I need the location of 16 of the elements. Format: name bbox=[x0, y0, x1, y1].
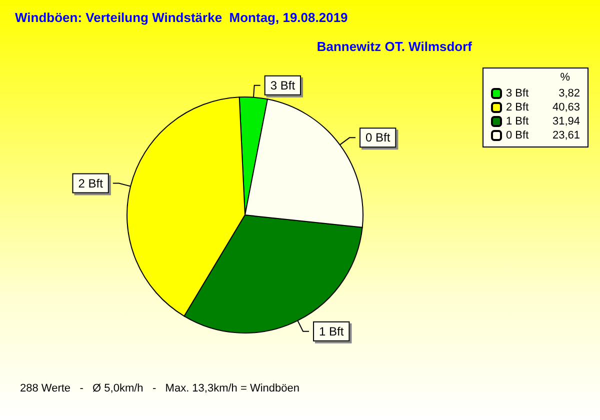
chart-subtitle: Bannewitz OT. Wilmsdorf bbox=[316, 39, 473, 54]
data-label: 3,82 bbox=[558, 88, 580, 100]
slice-label: 2 Bft bbox=[78, 176, 104, 190]
legend-label: 2 Bft bbox=[506, 102, 529, 114]
legend-label: 3 Bft bbox=[506, 88, 529, 100]
data-label: 40,63 bbox=[552, 102, 580, 114]
legend-label: 1 Bft bbox=[506, 116, 529, 128]
slice-label: 3 Bft bbox=[270, 78, 296, 92]
data-label: 31,94 bbox=[552, 116, 580, 128]
chart-title: Windböen: Verteilung Windstärke Montag, 19.08.2019 bbox=[15, 10, 348, 25]
legend-label: 0 Bft bbox=[506, 130, 529, 142]
legend-title: % bbox=[560, 72, 570, 84]
slice-label: 0 Bft bbox=[366, 130, 391, 145]
slice-label: 1 Bft bbox=[319, 324, 344, 338]
data-label: 23,61 bbox=[552, 130, 580, 142]
text: 288 Werte - Ø 5,0km/h - Max. 13,3km/h = Windböen bbox=[20, 382, 300, 394]
